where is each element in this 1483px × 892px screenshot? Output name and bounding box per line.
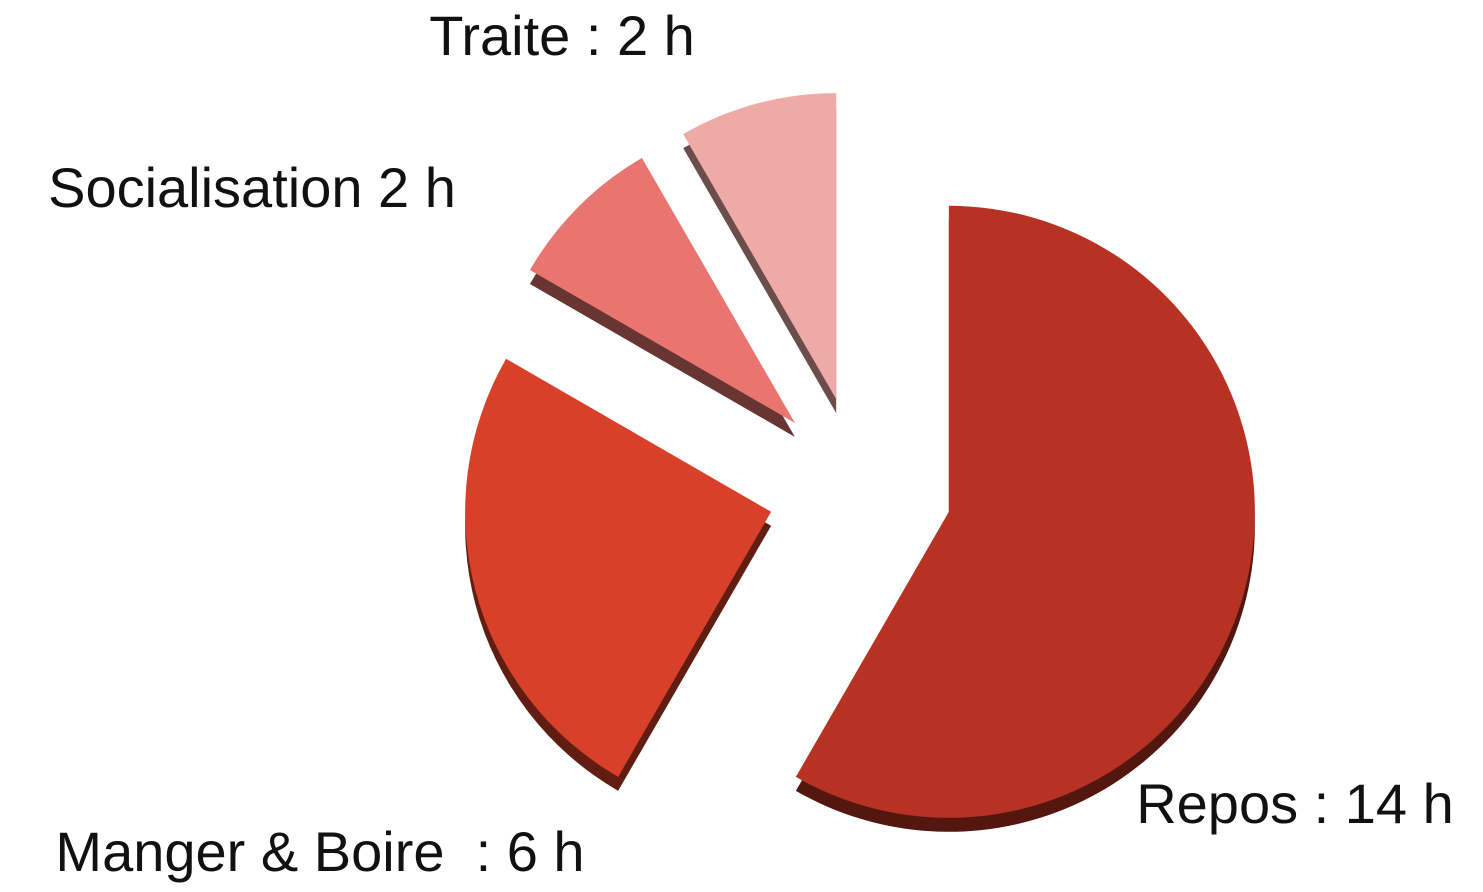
slice-label: Socialisation 2 h <box>48 156 456 219</box>
pie-slice <box>465 358 772 777</box>
pie-slice <box>529 157 795 423</box>
slice-label: Manger & Boire : 6 h <box>55 820 584 883</box>
pie-slices <box>465 93 1255 818</box>
slice-label: Traite : 2 h <box>429 4 695 67</box>
pie-slice <box>683 93 837 400</box>
pie-labels: Repos : 14 h Manger & Boire : 6 h Socialis… <box>48 4 1454 883</box>
pie-slice <box>795 205 1255 818</box>
slice-label: Repos : 14 h <box>1136 772 1454 835</box>
